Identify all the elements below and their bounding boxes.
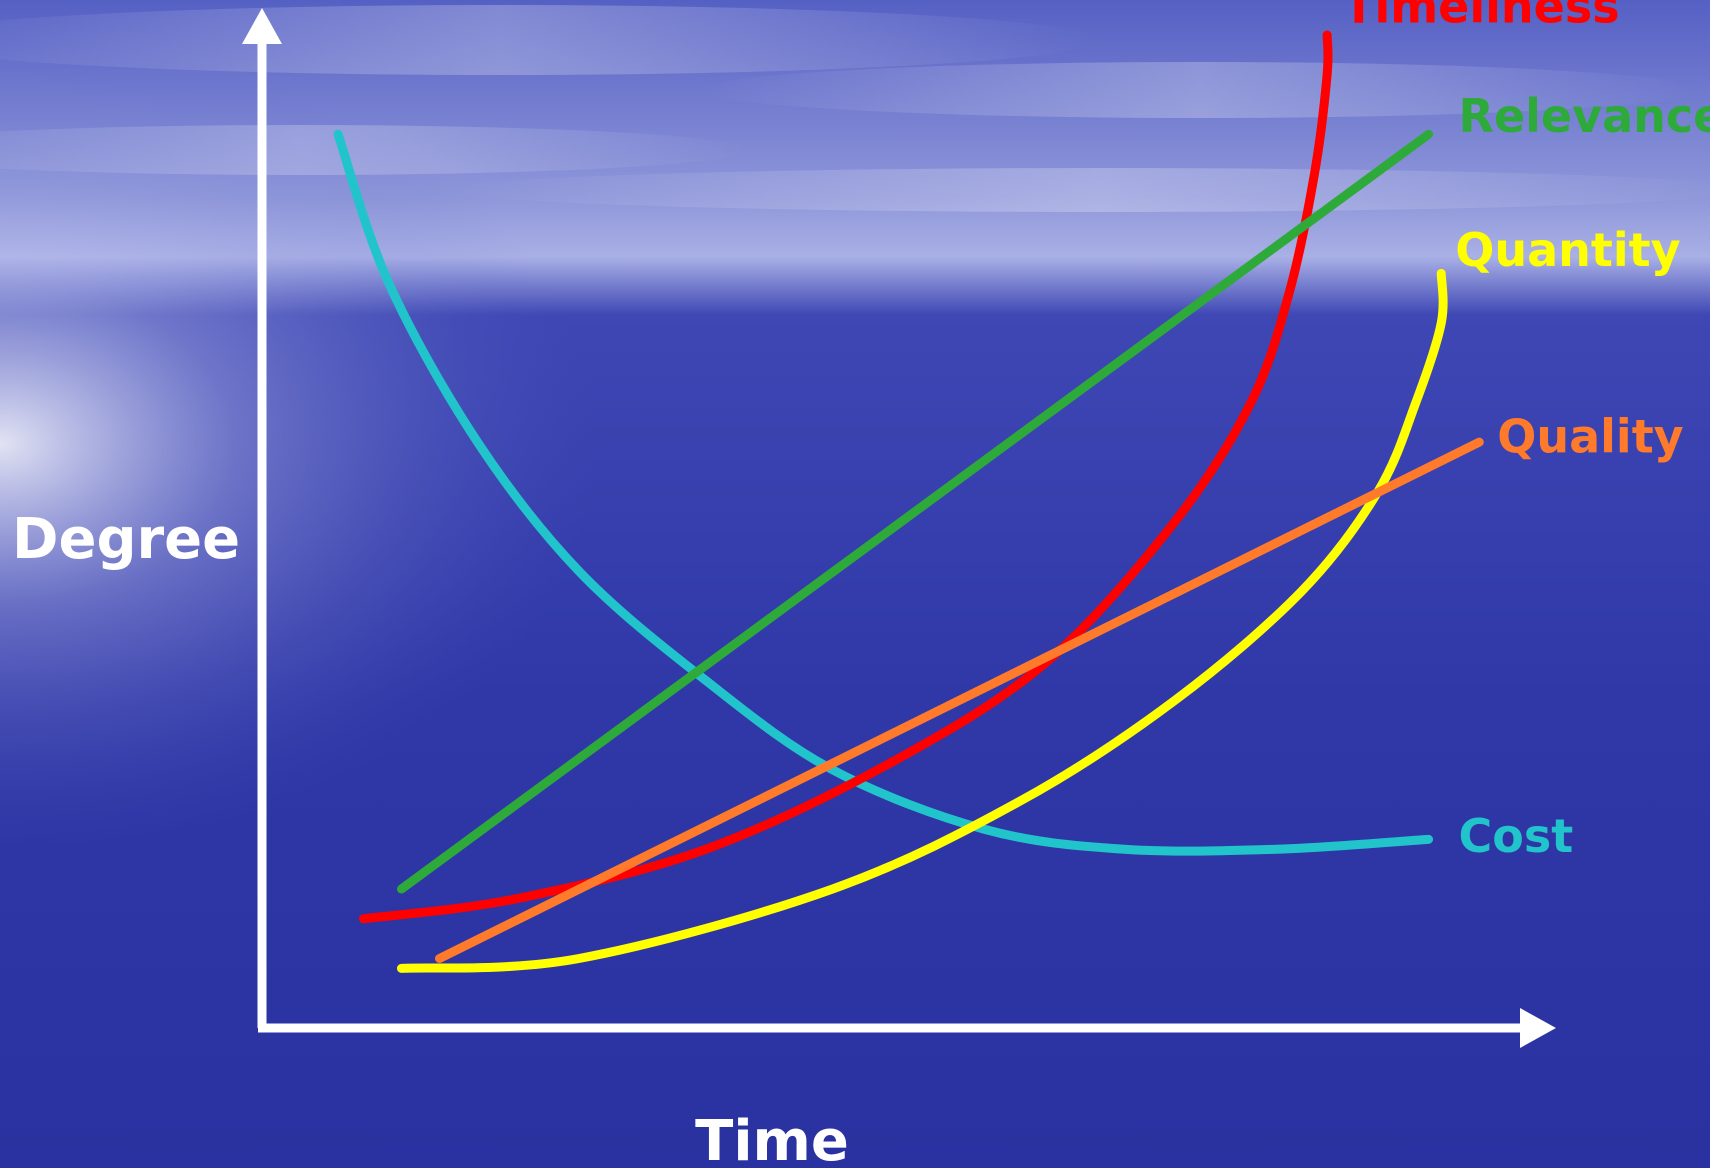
series-line-timeliness [358,30,1333,924]
label-layer: Cost Timeliness Relevance Quantity Quality [1343,0,1710,863]
series-layer [333,30,1484,973]
series-label-quality: Quality [1497,410,1683,464]
y-axis-label: Degree [12,507,240,572]
x-axis-label: Time [695,1109,849,1168]
x-axis-arrow-icon [1520,1008,1556,1048]
series-line-relevance [396,129,1434,894]
series-line-cost [333,129,1434,856]
series-line-quantity [396,268,1448,973]
series-label-cost: Cost [1459,809,1574,863]
axes [242,8,1556,1048]
series-label-quantity: Quantity [1455,223,1680,277]
series-line-quality [435,437,1484,963]
series-label-relevance: Relevance [1459,89,1710,143]
y-axis-arrow-icon [242,8,282,44]
series-label-timeliness: Timeliness [1343,0,1620,34]
